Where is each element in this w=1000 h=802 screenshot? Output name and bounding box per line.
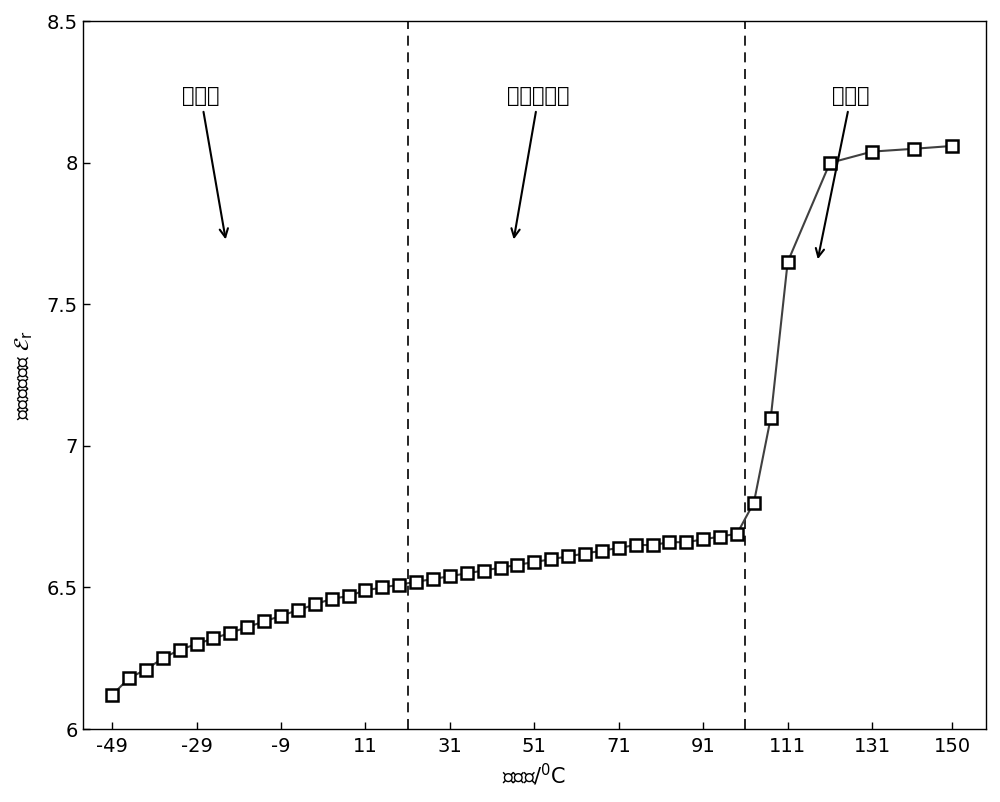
Text: 高温区: 高温区 [816, 87, 870, 257]
Y-axis label: 相对介电常数 $\mathcal{E}$$_{\mathrm{r}}$: 相对介电常数 $\mathcal{E}$$_{\mathrm{r}}$ [14, 330, 35, 420]
Text: 额定运行区: 额定运行区 [507, 87, 570, 237]
Text: 低温区: 低温区 [182, 87, 228, 237]
X-axis label: 温度値/$^0$C: 温度値/$^0$C [502, 762, 566, 788]
